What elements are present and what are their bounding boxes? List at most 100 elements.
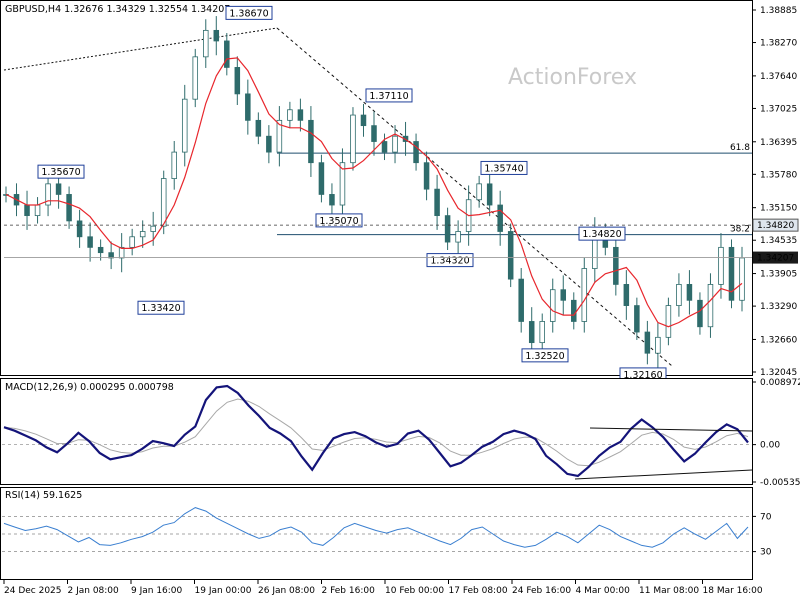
candle-body (623, 284, 630, 306)
candle-body (255, 119, 262, 137)
candle-body (434, 188, 440, 217)
candle-body (329, 194, 335, 206)
pivot-label-text: 1.35740 (484, 163, 523, 174)
time-tick-label: 24 Feb 16:00 (512, 586, 571, 596)
candle-body (318, 162, 325, 195)
pivot-label-text: 1.34320 (430, 256, 469, 267)
price-tick-label: 1.36395 (760, 138, 797, 148)
watermark: ActionForex (508, 65, 637, 90)
fib-level-label: 38.2 (730, 225, 750, 235)
candle-body (655, 336, 661, 354)
candle-body (108, 252, 114, 259)
candle-body (97, 246, 104, 254)
candle-body (276, 119, 283, 153)
time-tick-label: 9 Jan 16:00 (131, 586, 183, 596)
macd-divergence-line-lower (574, 469, 753, 480)
candle-body (560, 289, 567, 301)
candle-body (539, 321, 545, 344)
candle-body (549, 289, 556, 322)
candle-body (297, 109, 304, 121)
candle-body (697, 299, 703, 328)
candle-body (160, 178, 167, 227)
time-tick-label: 11 Mar 08:00 (639, 586, 699, 596)
candle-body (423, 162, 430, 190)
candle-body (707, 284, 714, 328)
macd-lines (2, 384, 753, 480)
pivot-label-box (521, 348, 569, 363)
time-tick-label: 2 Jan 08:00 (68, 586, 120, 596)
resistance-price-box (752, 218, 799, 232)
candle-body (571, 299, 577, 322)
pivot-label-box (315, 213, 363, 228)
candle-body (686, 284, 693, 301)
rsi-axis: 70 30 (752, 512, 772, 558)
candle-body (644, 331, 651, 354)
price-panel (0, 0, 753, 376)
price-tick-label: 1.37025 (760, 104, 797, 114)
candle-body (266, 135, 272, 153)
current-price-label: 1.34207 (757, 254, 794, 264)
pivot-label-box (137, 300, 185, 315)
rsi-panel (0, 487, 753, 580)
pivot-label-box (426, 253, 474, 268)
time-tick-label: 4 Mar 00:00 (576, 586, 631, 596)
candle-body (381, 141, 388, 153)
rsi-tick-label: 70 (760, 512, 772, 522)
candle-body (676, 284, 682, 306)
macd-axis: 0.008972 0.00 -0.005356 (752, 378, 800, 488)
candle-body (634, 305, 640, 333)
candle-body (34, 204, 41, 217)
pivot-label-text: 1.32160 (623, 370, 662, 381)
candle-body (444, 215, 451, 243)
time-tick-label: 17 Feb 08:00 (449, 586, 508, 596)
price-tick-label: 1.33290 (760, 302, 797, 312)
fibonacci-levels: 61.8 38.2 (277, 143, 752, 236)
pivot-label-text: 1.34820 (582, 229, 621, 240)
candle-body (665, 305, 672, 338)
macd-main-line (3, 384, 749, 478)
macd-tick-label: 0.00 (760, 441, 780, 451)
fib-level-label: 61.8 (730, 143, 750, 153)
time-tick-label: 2 Feb 16:00 (322, 586, 376, 596)
candle-body (203, 29, 209, 58)
price-tick-label: 1.38885 (760, 6, 797, 16)
candle-body (87, 236, 93, 248)
candle-body (486, 183, 493, 206)
price-tick-label: 1.34535 (760, 236, 797, 246)
candle-body (150, 225, 156, 232)
pivot-label-box (365, 88, 413, 103)
pivot-label-box (578, 226, 626, 241)
price-header: GBPUSD,H4 1.32676 1.34329 1.32554 1.3420… (5, 4, 230, 15)
candle-body (287, 109, 293, 121)
candle-body (129, 236, 135, 248)
candle-body (192, 56, 199, 100)
candle-body (181, 98, 188, 153)
resistance-price-label: 1.34820 (757, 221, 794, 231)
candle-body (234, 67, 241, 95)
candle-body (739, 257, 745, 301)
candle-body (518, 278, 524, 322)
candle-body (45, 183, 51, 206)
price-tick-label: 1.32660 (760, 335, 797, 345)
trend-lines (3, 27, 673, 367)
candle-body (476, 183, 482, 201)
candle-body (497, 204, 503, 232)
candle-body (139, 231, 146, 238)
candle-body (528, 321, 535, 344)
decline-trendline (276, 27, 673, 367)
price-tick-label: 1.33905 (760, 270, 797, 280)
candle-body (308, 119, 314, 164)
macd-tick-label: -0.005356 (760, 478, 800, 488)
candle-body (392, 135, 398, 153)
candle-body (455, 231, 461, 243)
candle-body (24, 204, 30, 217)
candle-body (728, 246, 735, 301)
price-tick-label: 1.32045 (760, 368, 797, 378)
price-axis: 1.38885 1.38270 1.37640 1.37025 1.36395 1.357… (4, 6, 799, 378)
candle-body (339, 162, 346, 206)
candle-body (371, 125, 377, 142)
macd-header: MACD(12,26,9) 0.000295 0.000798 (5, 382, 174, 393)
moving-average-line (5, 57, 743, 328)
candle-body (613, 246, 619, 285)
